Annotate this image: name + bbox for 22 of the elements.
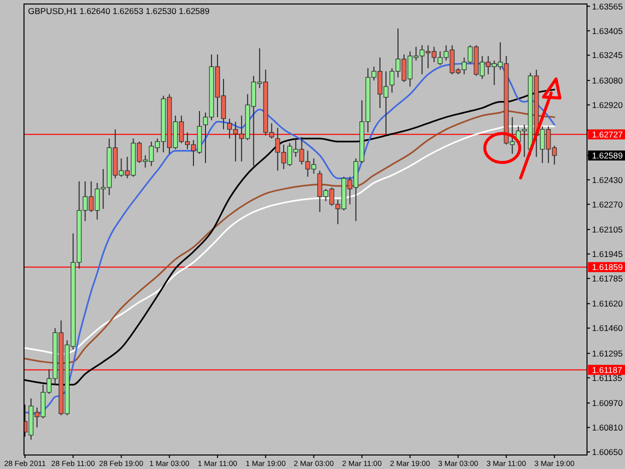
y-tick-label: 1.62589 (592, 150, 623, 161)
y-tick-label: 1.62920 (592, 100, 623, 110)
y-tick-label: 1.61135 (592, 372, 622, 383)
ref-line-label: 1.61187 (592, 364, 622, 375)
y-tick-label: 1.61945 (592, 248, 623, 259)
y-tick-label: 1.63080 (592, 75, 623, 86)
y-tick-label: 1.60810 (592, 422, 623, 432)
chart-title: GBPUSD,H1 1.62640 1.62653 1.62530 1.62589 (28, 6, 210, 16)
y-tick-label: 1.60970 (592, 398, 623, 408)
y-tick-label: 1.62270 (592, 199, 623, 210)
y-tick-label: 1.63245 (592, 50, 623, 60)
y-tick-label: 1.60650 (592, 446, 623, 457)
y-tick-label: 1.61295 (592, 348, 623, 358)
y-tick-label: 1.62105 (592, 224, 623, 234)
y-tick-label: 1.63565 (592, 1, 623, 12)
y-tick-label: 1.61460 (592, 323, 623, 334)
y-tick-label: 1.61785 (592, 273, 623, 284)
y-tick-label: 1.61620 (592, 298, 623, 309)
y-tick-label: 1.63405 (592, 26, 623, 36)
ref-line-label: 1.62727 (592, 129, 623, 140)
y-tick-label: 1.62430 (592, 174, 623, 185)
ref-line-label: 1.61859 (592, 262, 623, 272)
